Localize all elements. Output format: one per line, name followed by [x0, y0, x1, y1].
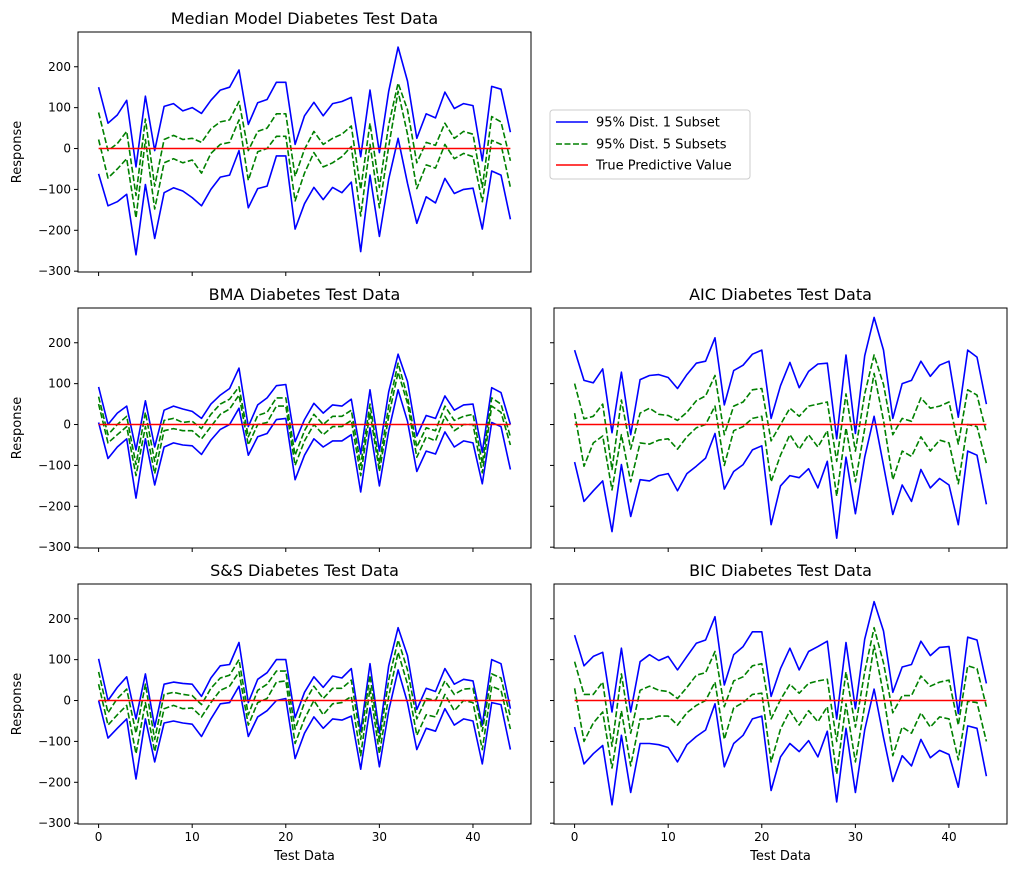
dist5-bound-line: [97, 639, 512, 743]
x-tick-label: 30: [372, 830, 387, 844]
y-tick-label: 100: [48, 377, 71, 391]
subplots-layer: Median Model Diabetes Test Data −300 −200 −…: [10, 9, 1008, 864]
axes-frame: [553, 583, 1008, 825]
series-layer: [573, 600, 988, 806]
y-tick-label: −200: [38, 499, 71, 513]
subplot-title: BIC Diabetes Test Data: [689, 561, 872, 580]
dist1-bound-line: [97, 353, 512, 455]
dist5-bound-line: [573, 644, 988, 775]
legend-label-dist5: 95% Dist. 5 Subsets: [596, 138, 727, 153]
legend-frame: [549, 109, 751, 180]
dist1-bound-line: [573, 688, 988, 806]
subplot-bma: BMA Diabetes Test Data −300 −200 −100 0 100 20…: [10, 285, 532, 554]
subplot-median: Median Model Diabetes Test Data −300 −200 −…: [10, 9, 532, 278]
subplot-aic: AIC Diabetes Test Data: [550, 285, 1008, 552]
y-tick-label: −300: [38, 816, 71, 830]
y-tick-label: 0: [63, 142, 71, 156]
legend-label-dist1: 95% Dist. 1 Subset: [596, 116, 720, 131]
axes-frame: [77, 307, 532, 549]
dist1-bound-line: [97, 669, 512, 780]
subplot-ss: S&S Diabetes Test Data 0 10 20 30 40 −300 −200 −…: [10, 561, 532, 864]
y-tick-label: −300: [38, 540, 71, 554]
series-layer: [97, 626, 512, 780]
x-tick-label: 40: [465, 830, 480, 844]
dist5-bound-line: [573, 372, 988, 497]
dist1-bound-line: [97, 137, 512, 256]
x-tick-label: 30: [848, 830, 863, 844]
dist5-bound-line: [97, 651, 512, 757]
dist1-bound-line: [573, 600, 988, 720]
x-tick-label: 0: [571, 830, 579, 844]
y-tick-label: 100: [48, 653, 71, 667]
y-axis-label: Response: [10, 673, 25, 735]
dist1-bound-line: [573, 316, 988, 440]
y-axis-label: Response: [10, 397, 25, 459]
legend: 95% Dist. 1 Subset 95% Dist. 5 Subsets T…: [549, 109, 751, 180]
subplot-title: AIC Diabetes Test Data: [689, 285, 872, 304]
series-layer: [573, 316, 988, 540]
dist1-bound-line: [97, 626, 512, 735]
y-tick-label: −300: [38, 264, 71, 278]
y-tick-label: −200: [38, 775, 71, 789]
axes-frame: [77, 583, 532, 825]
x-tick-label: 40: [941, 830, 956, 844]
y-tick-label: −200: [38, 223, 71, 237]
y-tick-label: −100: [38, 182, 71, 196]
y-tick-label: 200: [48, 612, 71, 626]
x-tick-label: 20: [278, 830, 293, 844]
dist1-bound-line: [97, 388, 512, 499]
subplot-title: BMA Diabetes Test Data: [209, 285, 401, 304]
subplot-bic: BIC Diabetes Test Data 0 10 20 30 40 Test Data: [550, 561, 1008, 864]
subplot-title: Median Model Diabetes Test Data: [171, 9, 438, 28]
y-tick-label: 0: [63, 418, 71, 432]
x-tick-label: 10: [661, 830, 676, 844]
y-tick-label: −100: [38, 458, 71, 472]
series-layer: [97, 46, 512, 256]
x-axis-label: Test Data: [749, 849, 811, 864]
axes-frame: [553, 307, 1008, 549]
y-tick-label: 200: [48, 336, 71, 350]
dist1-bound-line: [97, 46, 512, 168]
y-tick-label: 100: [48, 101, 71, 115]
y-tick-label: 200: [48, 60, 71, 74]
x-tick-label: 20: [754, 830, 769, 844]
y-tick-label: 0: [63, 694, 71, 708]
dist5-bound-line: [97, 90, 512, 219]
dist1-bound-line: [573, 415, 988, 540]
legend-label-true: True Predictive Value: [595, 159, 732, 174]
dist5-bound-line: [573, 354, 988, 471]
series-layer: [97, 353, 512, 499]
x-axis-label: Test Data: [273, 849, 335, 864]
axes-frame: [77, 31, 532, 273]
y-axis-label: Response: [10, 121, 25, 183]
y-tick-label: −100: [38, 734, 71, 748]
x-tick-label: 0: [95, 830, 103, 844]
dist5-bound-line: [97, 362, 512, 467]
x-tick-label: 10: [185, 830, 200, 844]
subplot-title: S&S Diabetes Test Data: [210, 561, 399, 580]
